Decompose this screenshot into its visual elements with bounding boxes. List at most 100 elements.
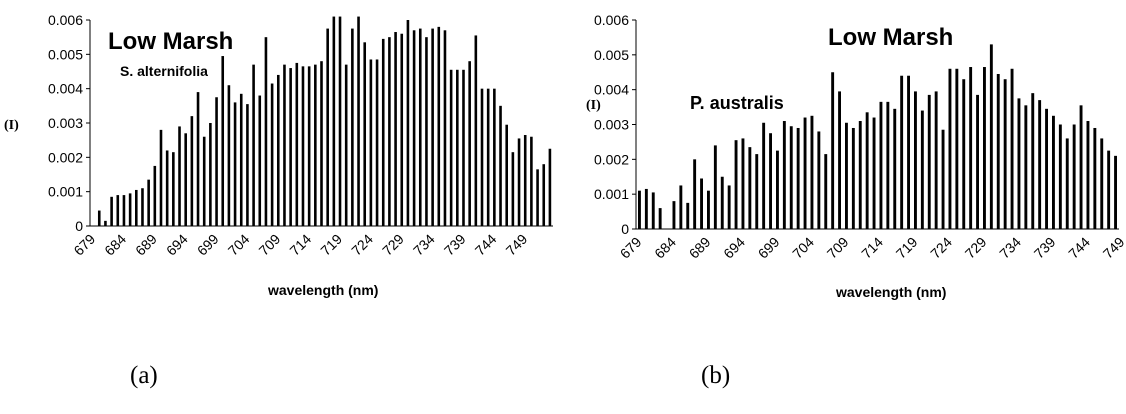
- bar-a: [221, 56, 225, 226]
- bar-a: [412, 30, 416, 226]
- bar-a: [338, 16, 342, 226]
- bar-a: [202, 136, 206, 226]
- x-tick-label-b: 749: [1100, 234, 1126, 262]
- x-tick-label-b: 689: [686, 234, 714, 262]
- bar-a: [388, 37, 391, 226]
- bar-b: [741, 138, 745, 229]
- y-axis-label-a: (I): [4, 118, 19, 133]
- bar-a: [314, 64, 317, 226]
- bar-b: [1045, 108, 1048, 229]
- bar-a: [289, 68, 292, 226]
- bar-a: [357, 16, 360, 226]
- bar-a: [258, 95, 262, 227]
- x-tick-label-b: 734: [996, 234, 1024, 262]
- bar-a: [264, 37, 268, 226]
- bar-b: [955, 68, 959, 230]
- x-tick-label-a: 734: [410, 231, 438, 259]
- bar-b: [879, 101, 883, 229]
- bar-a: [233, 102, 237, 226]
- bar-b: [865, 112, 869, 229]
- x-tick-label-b: 744: [1065, 234, 1093, 262]
- y-tick-label-b: 0.005: [594, 47, 629, 63]
- bar-a: [190, 116, 194, 226]
- chart-a-svg: 0 0.001 0.002 0.003 0.004 0.005 0.006 679 684 689…: [48, 12, 553, 259]
- bar-a: [468, 61, 471, 227]
- bar-a: [307, 66, 311, 226]
- bar-a: [178, 126, 181, 226]
- y-tick-label-a: 0.003: [48, 115, 83, 131]
- bar-a: [252, 64, 255, 226]
- bar-b: [707, 190, 710, 229]
- bar-a: [381, 38, 385, 227]
- bar-b: [1017, 98, 1021, 229]
- bar-b: [893, 108, 897, 229]
- x-tick-label-b: 684: [651, 234, 679, 262]
- bar-b: [927, 94, 931, 230]
- bar-a: [437, 26, 441, 226]
- bar-b: [1003, 79, 1007, 229]
- bar-a: [474, 35, 478, 227]
- bar-b: [969, 67, 973, 230]
- x-tick-label-b: 679: [617, 234, 645, 262]
- x-tick-label-b: 704: [789, 234, 817, 262]
- y-tick-label-b: 0.003: [594, 117, 629, 133]
- bar-a: [301, 66, 305, 226]
- bar-b: [1114, 155, 1117, 229]
- bar-a: [165, 150, 169, 226]
- x-tick-label-a: 739: [441, 231, 469, 259]
- chart-panel-b: 0 0.001 0.002 0.003 0.004 0.005 0.006 679 684 689…: [566, 0, 1126, 310]
- x-tick-label-a: 724: [348, 231, 376, 259]
- bar-b: [713, 145, 717, 229]
- x-tick-label-a: 694: [163, 231, 191, 259]
- bar-b: [907, 75, 910, 229]
- bar-a: [172, 152, 175, 226]
- bar-a: [153, 165, 157, 226]
- bar-a: [110, 196, 113, 226]
- y-tick-label-b: 0.004: [594, 82, 629, 98]
- bar-b: [851, 127, 855, 229]
- x-tick-label-b: 724: [927, 234, 955, 262]
- bar-b: [679, 185, 683, 229]
- bar-b: [769, 133, 772, 229]
- x-tick-label-a: 704: [225, 231, 253, 259]
- x-tick-label-a: 714: [286, 231, 314, 259]
- bar-a: [276, 74, 280, 226]
- bar-b: [976, 94, 979, 230]
- y-tick-label-b: 0: [621, 221, 629, 237]
- bar-b: [1079, 105, 1083, 229]
- bar-a: [97, 210, 101, 226]
- bar-b: [1086, 121, 1090, 229]
- bar-a: [147, 179, 150, 226]
- bar-b: [920, 110, 924, 229]
- bar-a: [283, 64, 286, 226]
- bar-b: [803, 117, 807, 229]
- bar-a: [104, 220, 107, 226]
- bar-a: [517, 138, 521, 226]
- bar-a: [406, 20, 410, 226]
- bar-b: [983, 67, 986, 230]
- bar-a: [116, 195, 120, 226]
- x-tick-label-a: 744: [472, 231, 500, 259]
- bar-a: [196, 92, 200, 226]
- bar-b: [948, 68, 952, 230]
- bar-a: [135, 189, 138, 226]
- bar-b: [755, 154, 759, 229]
- chart-title-a: Low Marsh: [108, 28, 234, 55]
- bar-a: [351, 28, 354, 227]
- x-tick-label-a: 729: [379, 231, 407, 259]
- bar-b: [762, 122, 766, 229]
- x-axis-label-b: wavelength (nm): [836, 284, 947, 300]
- bar-b: [686, 202, 690, 229]
- y-tick-label-a: 0.001: [48, 184, 83, 200]
- bar-b: [817, 131, 821, 229]
- bar-a: [209, 123, 212, 226]
- bar-b: [934, 91, 938, 230]
- bar-b: [831, 72, 835, 229]
- x-tick-label-a: 699: [194, 231, 222, 259]
- caption-a: (a): [130, 362, 158, 389]
- bar-b: [858, 121, 862, 229]
- bar-a: [394, 32, 397, 227]
- bar-a: [443, 30, 447, 226]
- bar-a: [184, 133, 187, 226]
- bar-a: [523, 135, 527, 226]
